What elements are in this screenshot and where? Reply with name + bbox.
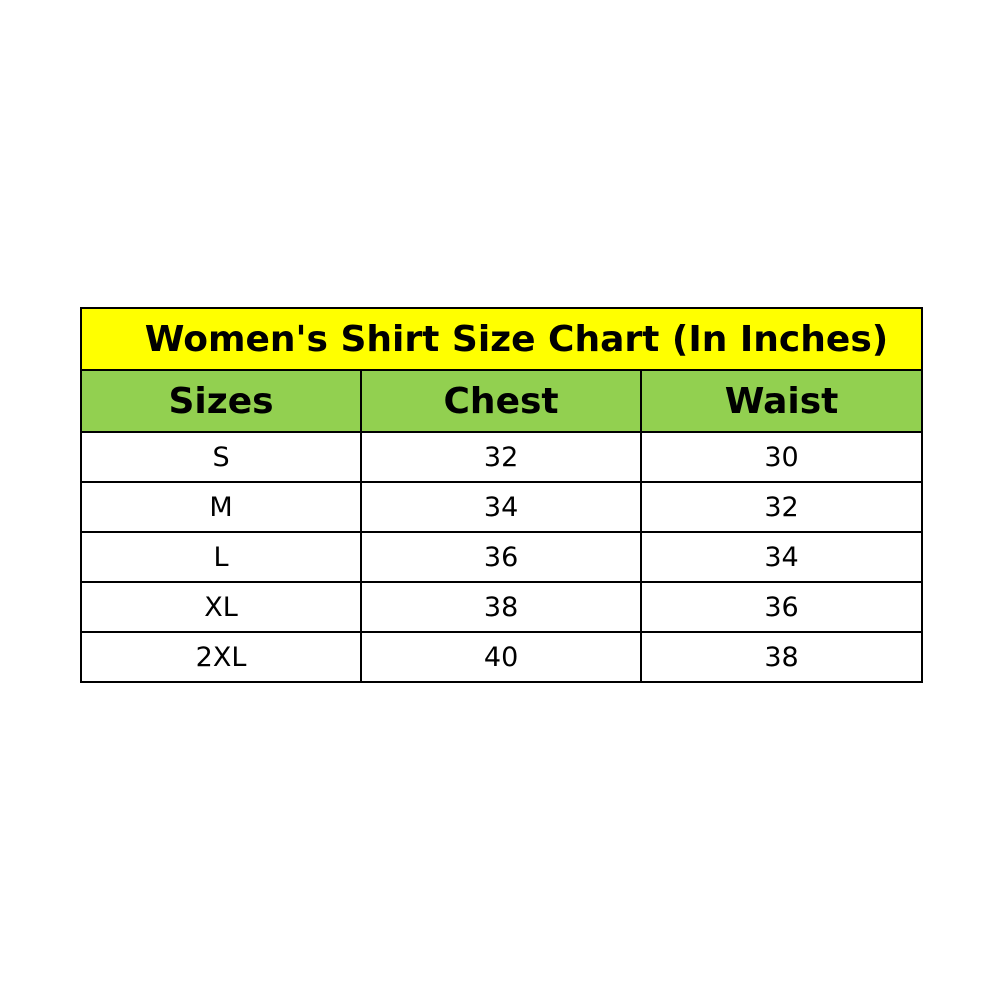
cell-size: L [79, 531, 363, 583]
table-row: M 34 32 [79, 481, 923, 533]
table-row: S 32 30 [79, 431, 923, 483]
cell-chest: 36 [360, 531, 643, 583]
cell-waist: 30 [640, 431, 923, 483]
cell-size: XL [79, 581, 363, 633]
table-row: L 36 34 [79, 531, 923, 583]
cell-waist: 38 [640, 631, 923, 683]
table-row: XL 38 36 [79, 581, 923, 633]
cell-waist: 32 [640, 481, 923, 533]
cell-chest: 34 [360, 481, 643, 533]
header-sizes: Sizes [79, 369, 363, 433]
header-chest: Chest [360, 369, 643, 433]
header-waist: Waist [640, 369, 923, 433]
cell-size: 2XL [79, 631, 363, 683]
size-chart-table: Women's Shirt Size Chart (In Inches) Siz… [79, 307, 923, 683]
table-row: 2XL 40 38 [79, 631, 923, 683]
header-row: Sizes Chest Waist [79, 369, 923, 433]
title-row: Women's Shirt Size Chart (In Inches) [80, 307, 923, 371]
cell-chest: 38 [360, 581, 643, 633]
cell-chest: 32 [360, 431, 643, 483]
cell-waist: 34 [640, 531, 923, 583]
cell-size: M [79, 481, 363, 533]
cell-waist: 36 [640, 581, 923, 633]
cell-chest: 40 [360, 631, 643, 683]
table-title: Women's Shirt Size Chart (In Inches) [80, 307, 923, 371]
cell-size: S [79, 431, 363, 483]
